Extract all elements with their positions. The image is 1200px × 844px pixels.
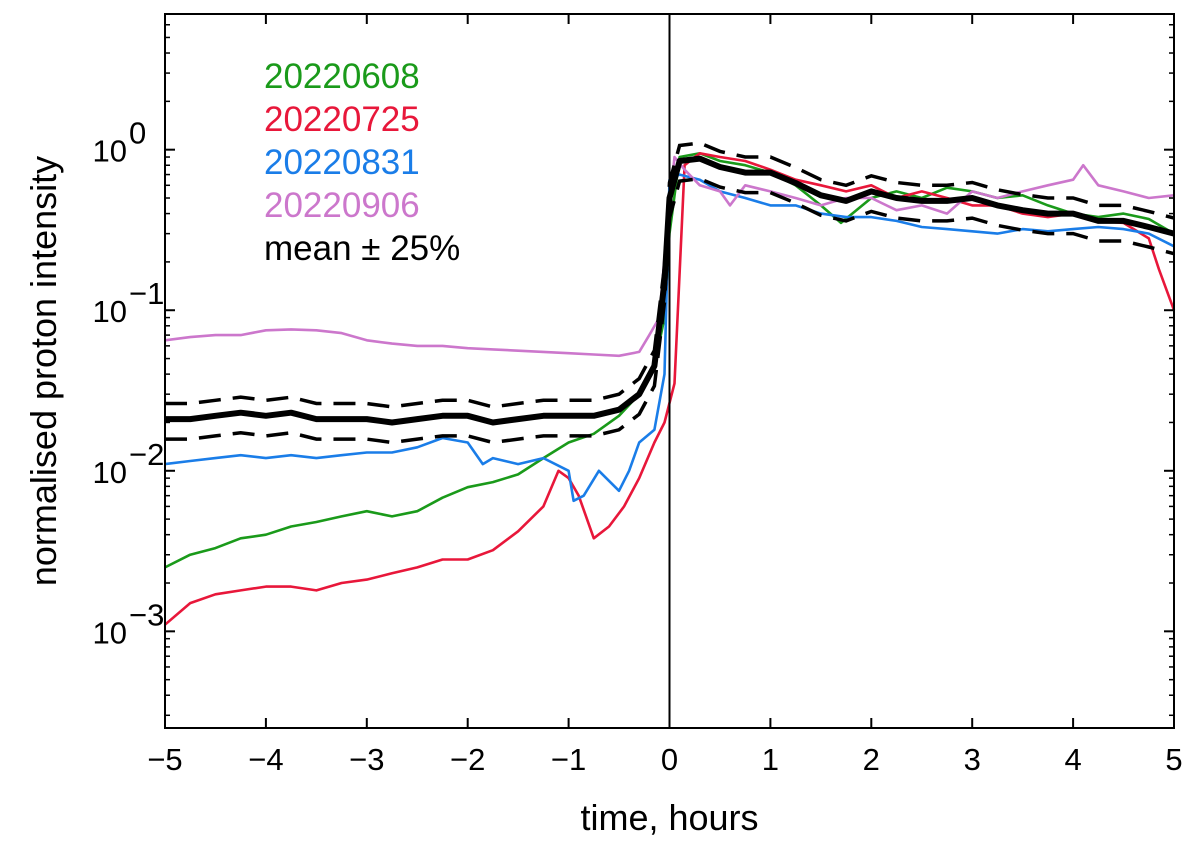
series-mean-lower-band bbox=[165, 176, 1175, 445]
series-mean-upper-band bbox=[165, 141, 1175, 409]
x-tick-label: 2 bbox=[863, 742, 880, 777]
y-tick-label: 10 bbox=[93, 455, 127, 490]
legend-entry: 20220906 bbox=[264, 186, 420, 225]
y-tick-label: 10 bbox=[93, 134, 127, 169]
x-axis-label: time, hours bbox=[580, 797, 758, 838]
y-tick-label: 10 bbox=[93, 294, 127, 329]
x-tick-label: 0 bbox=[661, 742, 678, 777]
series-mean-line bbox=[165, 155, 1175, 426]
x-tick-label: −3 bbox=[349, 742, 384, 777]
y-tick-exponent: −3 bbox=[129, 597, 164, 632]
x-tick-label: 1 bbox=[762, 742, 779, 777]
x-tick-label: 4 bbox=[1064, 742, 1081, 777]
y-tick-exponent: 0 bbox=[129, 116, 146, 151]
x-tick-label: 5 bbox=[1165, 742, 1182, 777]
y-tick-exponent: −1 bbox=[129, 276, 164, 311]
legend-entry: 20220608 bbox=[264, 57, 420, 96]
plot-lines bbox=[164, 141, 1176, 626]
legend-entry: mean ± 25% bbox=[264, 229, 460, 268]
x-tick-label: 3 bbox=[964, 742, 981, 777]
legend-entry: 20220831 bbox=[264, 143, 420, 182]
x-tick-label: −2 bbox=[450, 742, 485, 777]
x-tick-label: −5 bbox=[147, 742, 182, 777]
x-tick-label: −4 bbox=[248, 742, 283, 777]
y-axis-label: normalised proton intensity bbox=[23, 156, 64, 586]
legend: 20220608 20220725 20220831 20220906 mean ± 2… bbox=[264, 57, 460, 268]
axis-ticks bbox=[164, 13, 1175, 728]
y-tick-exponent: −2 bbox=[129, 437, 164, 472]
legend-entry: 20220725 bbox=[264, 100, 420, 139]
x-tick-label: −1 bbox=[551, 742, 586, 777]
y-tick-label: 10 bbox=[93, 615, 127, 650]
series-line-20220906 bbox=[164, 155, 1175, 358]
series-line-20220831 bbox=[164, 173, 1175, 503]
